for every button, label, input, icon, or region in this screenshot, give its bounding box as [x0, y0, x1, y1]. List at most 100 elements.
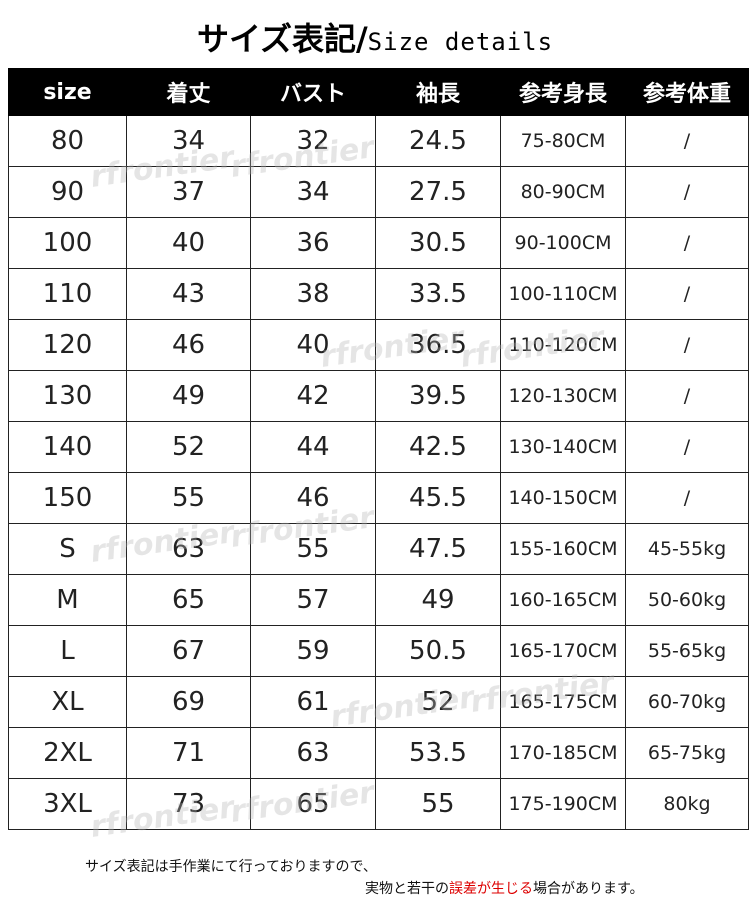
cell: 36 — [250, 217, 376, 269]
cell: 33.5 — [375, 268, 501, 320]
cell: 37 — [126, 166, 251, 218]
cell: / — [625, 217, 749, 269]
cell: 52 — [126, 421, 251, 473]
size-table: size 着丈 バスト 袖長 参考身長 参考体重 80 34 32 24.5 75-80CM/90 3… — [8, 68, 749, 830]
note-line: サイズ表記は手作業にて行っておりますので、 — [85, 859, 377, 875]
cell: 39.5 — [375, 370, 501, 422]
cell: 50.5 — [375, 625, 501, 677]
cell: 27.5 — [375, 166, 501, 218]
cell: 73 — [126, 778, 251, 830]
cell: 57 — [250, 574, 376, 626]
cell: 110-120CM — [500, 319, 626, 371]
cell: 160-165CM — [500, 574, 626, 626]
table-row: 80 34 32 24.5 75-80CM / — [8, 115, 749, 167]
cell: 90 — [8, 166, 127, 218]
cell: 63 — [126, 523, 251, 575]
cell: 63 — [250, 727, 376, 779]
cell: 59 — [250, 625, 376, 677]
cell: 80-90CM — [500, 166, 626, 218]
cell: 47.5 — [375, 523, 501, 575]
cell: 32 — [250, 115, 376, 167]
cell: 36.5 — [375, 319, 501, 371]
note-text: 場合があります。 — [533, 881, 644, 897]
cell: 49 — [375, 574, 501, 626]
cell: 38 — [250, 268, 376, 320]
cell: / — [625, 421, 749, 473]
column-header: 袖長 — [375, 68, 501, 116]
cell: 155-160CM — [500, 523, 626, 575]
table-row: 90 37 34 27.5 80-90CM / — [8, 166, 749, 218]
cell: 52 — [375, 676, 501, 728]
cell: 3XL — [8, 778, 127, 830]
cell: 50-60kg — [625, 574, 749, 626]
column-header: 参考体重 — [625, 68, 749, 116]
cell: 55-65kg — [625, 625, 749, 677]
cell: L — [8, 625, 127, 677]
subtitle: Size details — [367, 28, 554, 56]
cell: 42.5 — [375, 421, 501, 473]
cell: 30.5 — [375, 217, 501, 269]
table-row: 2XL 71 63 53.5 170-185CM 65-75kg — [8, 727, 749, 779]
table-row: 150 55 46 45.5 140-150CM / — [8, 472, 749, 524]
cell: 40 — [126, 217, 251, 269]
cell: 90-100CM — [500, 217, 626, 269]
cell: 67 — [126, 625, 251, 677]
cell: 60-70kg — [625, 676, 749, 728]
cell: 100-110CM — [500, 268, 626, 320]
table-row: 120 46 40 36.5 110-120CM / — [8, 319, 749, 371]
cell: 130-140CM — [500, 421, 626, 473]
cell: 65-75kg — [625, 727, 749, 779]
cell: 80kg — [625, 778, 749, 830]
cell: 75-80CM — [500, 115, 626, 167]
cell: 80 — [8, 115, 127, 167]
cell: 42 — [250, 370, 376, 422]
cell: M — [8, 574, 127, 626]
cell: 120 — [8, 319, 127, 371]
cell: 43 — [126, 268, 251, 320]
table-row: L 67 59 50.5 165-170CM 55-65kg — [8, 625, 749, 677]
cell: 140-150CM — [500, 472, 626, 524]
cell: / — [625, 115, 749, 167]
cell: 24.5 — [375, 115, 501, 167]
cell: 55 — [375, 778, 501, 830]
column-header: 参考身長 — [500, 68, 626, 116]
cell: 46 — [126, 319, 251, 371]
table-row: M 65 57 49 160-165CM 50-60kg — [8, 574, 749, 626]
title-bar: サイズ表記/Size details — [0, 14, 750, 60]
table-row: 3XL 73 65 55 175-190CM 80kg — [8, 778, 749, 830]
cell: 165-170CM — [500, 625, 626, 677]
note-line: 実物と若干の誤差が生じる場合があります。 — [365, 878, 644, 898]
column-header: バスト — [250, 68, 376, 116]
cell: 100 — [8, 217, 127, 269]
cell: 2XL — [8, 727, 127, 779]
note-text: 実物と若干の — [365, 881, 449, 897]
cell: 150 — [8, 472, 127, 524]
cell: / — [625, 166, 749, 218]
cell: / — [625, 268, 749, 320]
cell: 46 — [250, 472, 376, 524]
cell: / — [625, 472, 749, 524]
table-row: XL 69 61 52 165-175CM 60-70kg — [8, 676, 749, 728]
cell: 34 — [250, 166, 376, 218]
cell: 61 — [250, 676, 376, 728]
cell: 65 — [126, 574, 251, 626]
cell: 170-185CM — [500, 727, 626, 779]
note-highlight: 誤差が生じる — [449, 881, 533, 897]
cell: 130 — [8, 370, 127, 422]
cell: 53.5 — [375, 727, 501, 779]
table-row: S 63 55 47.5 155-160CM 45-55kg — [8, 523, 749, 575]
cell: 45.5 — [375, 472, 501, 524]
cell: 49 — [126, 370, 251, 422]
cell: S — [8, 523, 127, 575]
table-row: 100 40 36 30.5 90-100CM / — [8, 217, 749, 269]
cell: 165-175CM — [500, 676, 626, 728]
cell: 71 — [126, 727, 251, 779]
cell: 44 — [250, 421, 376, 473]
cell: 120-130CM — [500, 370, 626, 422]
title: サイズ表記/ — [196, 20, 368, 58]
cell: 55 — [126, 472, 251, 524]
cell: 34 — [126, 115, 251, 167]
cell: 55 — [250, 523, 376, 575]
cell: 65 — [250, 778, 376, 830]
